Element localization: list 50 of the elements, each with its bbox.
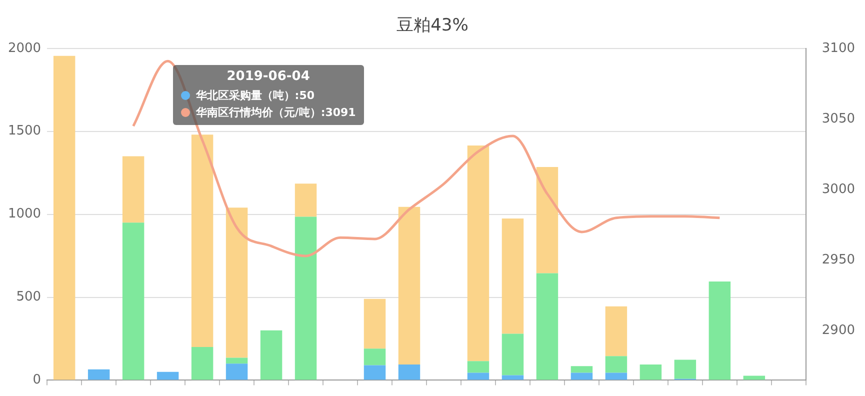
bar [502, 375, 524, 380]
bar [605, 356, 628, 373]
annotation: 华北区采购量（吨）:50 [196, 89, 315, 102]
bar [122, 156, 144, 223]
y2-tick-label: 3100 [822, 40, 856, 56]
y2-tick-label: 3000 [822, 182, 856, 197]
annotation: 华南区行情均价（元/吨）:3091 [196, 106, 356, 120]
bar [467, 145, 490, 362]
bar [294, 216, 317, 380]
bar [294, 184, 317, 217]
bar [364, 365, 386, 380]
y2-tick-label: 2950 [822, 252, 856, 268]
bar [226, 208, 248, 358]
bar [88, 369, 110, 380]
bar [570, 366, 593, 373]
bar [536, 273, 558, 380]
chart-title: 豆粕43% [396, 16, 468, 36]
bar [191, 134, 214, 348]
bar [191, 347, 214, 380]
bar [570, 372, 593, 380]
bar [502, 334, 524, 376]
bar [364, 348, 386, 366]
bar [605, 372, 628, 380]
bar [53, 56, 76, 380]
bar [156, 372, 179, 380]
bar [122, 222, 144, 380]
bar [640, 364, 662, 380]
bar [226, 358, 248, 364]
y-tick-label: 0 [32, 372, 42, 388]
y2-tick-label: 3050 [822, 111, 856, 126]
bar [226, 364, 248, 380]
bar [536, 167, 558, 274]
y-tick-label: 2000 [8, 40, 42, 56]
bar [260, 330, 282, 380]
y-tick-label: 1500 [8, 124, 42, 139]
bar [467, 372, 490, 380]
y-tick-label: 500 [16, 290, 42, 305]
bar [674, 360, 696, 379]
bar [708, 281, 731, 380]
annotation: 2019-06-04 [226, 69, 310, 84]
line-series [132, 60, 721, 258]
bar [743, 376, 766, 380]
bar [364, 298, 386, 349]
y-tick-label: 1000 [8, 206, 42, 222]
y2-tick-label: 2900 [822, 323, 856, 338]
bar [398, 364, 420, 380]
bar [398, 206, 420, 364]
bar [467, 361, 490, 373]
bar [502, 218, 524, 334]
bar [605, 306, 628, 356]
